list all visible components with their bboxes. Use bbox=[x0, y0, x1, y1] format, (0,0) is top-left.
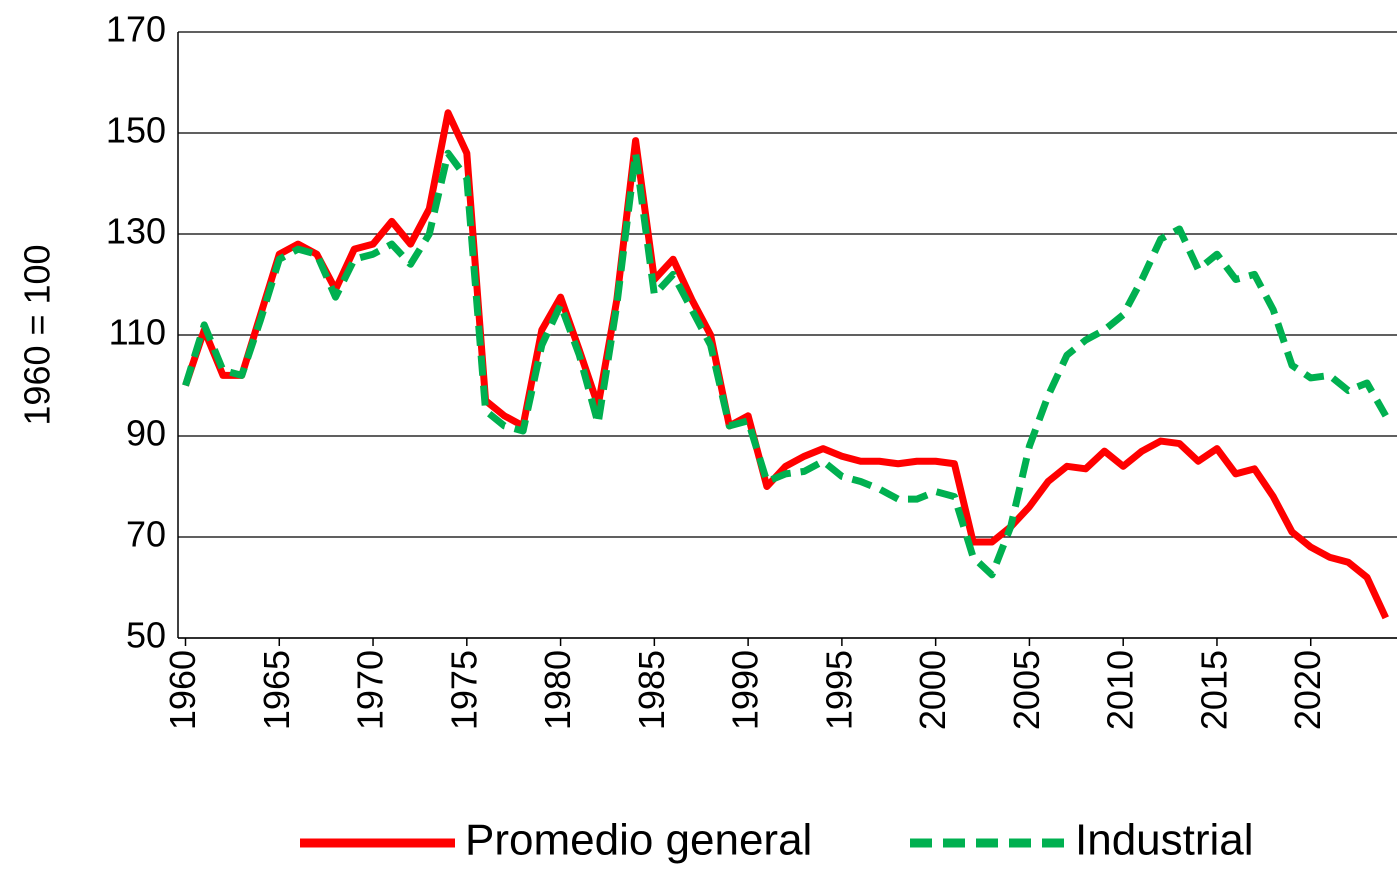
x-tick-label: 2005 bbox=[1006, 650, 1047, 730]
legend-label: Promedio general bbox=[465, 816, 812, 865]
x-tick-label: 1975 bbox=[443, 650, 484, 730]
y-axis-title: 1960 = 100 bbox=[17, 244, 58, 425]
line-series bbox=[182, 149, 1389, 579]
y-tick-label: 150 bbox=[106, 110, 166, 151]
y-tick-label: 90 bbox=[126, 413, 166, 454]
x-tick-label: 1965 bbox=[256, 650, 297, 730]
x-tick-label: 2000 bbox=[912, 650, 953, 730]
y-tick-label: 170 bbox=[106, 9, 166, 50]
y-tick-label: 110 bbox=[109, 312, 166, 353]
x-tick-label: 1995 bbox=[818, 650, 859, 730]
x-tick-label: 2010 bbox=[1100, 650, 1141, 730]
x-tick-label: 2020 bbox=[1287, 650, 1328, 730]
x-tick-label: 2015 bbox=[1193, 650, 1234, 730]
x-tick-label: 1990 bbox=[725, 650, 766, 730]
y-tick-label: 70 bbox=[126, 514, 166, 555]
x-tick-label: 1980 bbox=[537, 650, 578, 730]
y-tick-label: 130 bbox=[106, 211, 166, 252]
line-series bbox=[182, 109, 1389, 620]
x-tick-label: 1985 bbox=[631, 650, 672, 730]
y-tick-label: 50 bbox=[126, 615, 166, 656]
legend-label: Industrial bbox=[1075, 816, 1254, 865]
x-tick-label: 1970 bbox=[350, 650, 391, 730]
x-tick-label: 1960 bbox=[162, 650, 203, 730]
